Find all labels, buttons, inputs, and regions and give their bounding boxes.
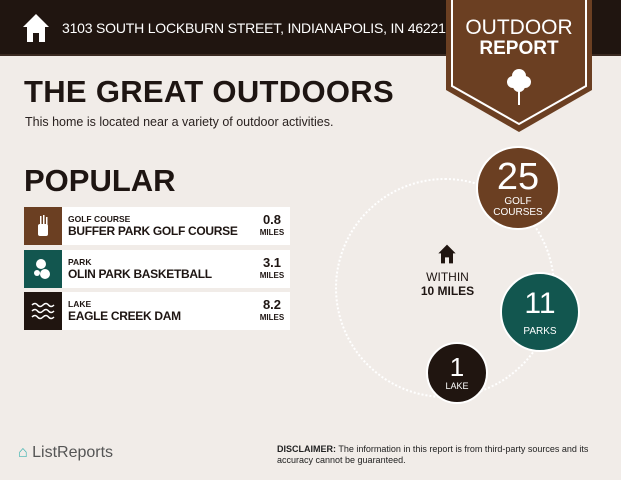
listreports-logo: ⌂ ListReports — [18, 444, 113, 462]
item-category: PARK — [68, 257, 92, 267]
item-unit: MILES — [259, 228, 285, 237]
item-name: BUFFER PARK GOLF COURSE — [68, 224, 238, 238]
popular-heading: POPULAR — [24, 163, 176, 198]
park-count-circle: 11 PARKS — [500, 272, 580, 352]
disclaimer-label: DISCLAIMER: — [277, 444, 336, 454]
property-address: 3103 SOUTH LOCKBURN STREET, INDIANAPOLIS… — [62, 20, 446, 36]
home-icon — [438, 244, 456, 264]
count-value: 1 — [449, 352, 465, 382]
within-label: WITHIN 10 MILES — [400, 270, 495, 298]
item-name: EAGLE CREEK DAM — [68, 309, 181, 323]
item-category: GOLF COURSE — [68, 214, 131, 224]
list-item: PARK OLIN PARK BASKETBALL 3.1 MILES — [24, 250, 290, 288]
page-subtitle: This home is located near a variety of o… — [25, 115, 334, 129]
item-category: LAKE — [68, 299, 92, 309]
badge-title-line1: OUTDOOR — [465, 16, 573, 39]
page-title: THE GREAT OUTDOORS — [24, 74, 394, 109]
item-unit: MILES — [259, 313, 285, 322]
tree-icon — [507, 69, 531, 105]
item-unit: MILES — [259, 271, 285, 280]
lake-count-circle: 1 LAKE — [426, 342, 488, 404]
listreports-logo-icon: ⌂ — [18, 444, 28, 461]
listreports-logo-text: ListReports — [32, 444, 114, 461]
golf-bag-icon — [24, 207, 62, 245]
item-distance: 3.1 — [262, 255, 282, 270]
outdoor-report-badge — [446, 0, 592, 132]
count-value: 11 — [524, 287, 556, 320]
count-label: GOLF — [504, 196, 532, 207]
disclaimer-text: The information in this report is from t… — [277, 444, 589, 465]
disclaimer: DISCLAIMER: The information in this repo… — [277, 444, 607, 466]
list-item: GOLF COURSE BUFFER PARK GOLF COURSE 0.8 … — [24, 207, 290, 245]
list-item: LAKE EAGLE CREEK DAM 8.2 MILES — [24, 292, 290, 330]
within-radius: 10 MILES — [420, 284, 475, 298]
count-value: 25 — [496, 156, 540, 198]
item-distance: 8.2 — [262, 297, 282, 312]
badge-title-line2: REPORT — [479, 38, 559, 59]
count-label: PARKS — [523, 326, 557, 337]
within-text: WITHIN — [426, 270, 469, 284]
golf-count-circle: 25 GOLF COURSES — [476, 146, 560, 230]
item-distance: 0.8 — [262, 212, 282, 227]
home-icon — [23, 14, 49, 42]
count-label: LAKE — [445, 381, 469, 391]
waves-icon — [24, 292, 62, 330]
item-name: OLIN PARK BASKETBALL — [68, 267, 212, 281]
count-label: COURSES — [493, 207, 543, 218]
park-tree-icon — [24, 250, 62, 288]
